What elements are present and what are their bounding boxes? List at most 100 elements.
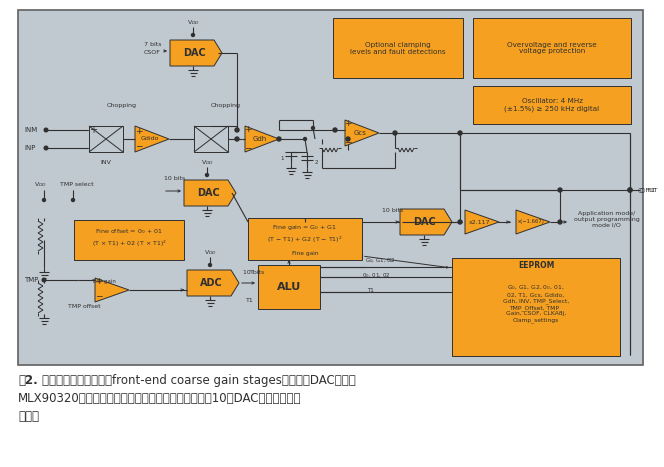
Text: x(−1.667): x(−1.667) [517,219,544,225]
Text: ADC: ADC [200,278,222,288]
Text: Gcs: Gcs [353,130,367,136]
Text: INM: INM [24,127,37,133]
Circle shape [208,263,212,267]
Text: −: − [344,137,352,147]
Text: V$_{DD}$: V$_{DD}$ [201,159,213,168]
Text: EEPROM: EEPROM [518,262,554,270]
Text: T1: T1 [246,297,254,303]
Text: 7 bits: 7 bits [143,42,161,48]
Circle shape [44,146,48,150]
Circle shape [393,131,397,135]
Text: −: − [95,291,103,300]
Text: −: − [244,143,252,153]
Circle shape [235,137,239,141]
Text: (T × T1) + 02 (T × T1)$^2$: (T × T1) + 02 (T × T1)$^2$ [92,239,167,249]
Circle shape [191,34,195,36]
Circle shape [628,188,632,192]
Text: 0$_0$, 01, 02: 0$_0$, 01, 02 [362,272,390,280]
Text: INV: INV [100,160,112,164]
Text: V$_{DD}$: V$_{DD}$ [204,248,216,257]
Text: 10 bits: 10 bits [244,270,265,276]
Text: DAC: DAC [183,48,205,58]
Circle shape [72,198,74,201]
Text: ○ FLT: ○ FLT [638,187,655,192]
Text: +: + [89,125,97,135]
Text: +: + [344,120,352,128]
Polygon shape [135,126,169,152]
Text: +: + [244,126,252,134]
Text: TMP select: TMP select [60,183,94,187]
Text: Fine offset = 0$_0$ + 01: Fine offset = 0$_0$ + 01 [95,227,163,236]
Bar [194,126,228,152]
Polygon shape [187,270,239,296]
Polygon shape [95,278,129,302]
Circle shape [333,128,337,132]
Text: MLX90320传感器接口的架构还在输出级有一个额外的10位DAC，以保证精确: MLX90320传感器接口的架构还在输出级有一个额外的10位DAC，以保证精确 [18,392,301,405]
Bar [452,258,620,356]
Text: 1: 1 [280,156,284,161]
Circle shape [311,127,315,129]
Polygon shape [245,126,279,152]
Polygon shape [170,40,222,66]
Text: Chopping: Chopping [211,102,241,107]
Circle shape [42,198,46,201]
Circle shape [628,188,632,192]
Text: Optional clamping
levels and fault detections: Optional clamping levels and fault detec… [350,42,446,55]
Text: Oscillator: 4 MHz
(±1.5%) ≥ 250 kHz digital: Oscillator: 4 MHz (±1.5%) ≥ 250 kHz digi… [505,98,600,112]
Polygon shape [516,210,550,234]
Text: ○ FLT: ○ FLT [640,187,657,192]
Text: Gdido: Gdido [141,136,159,142]
Text: 校准。: 校准。 [18,410,39,423]
Bar [74,220,184,260]
Text: Chopping: Chopping [107,102,137,107]
Text: DAC: DAC [412,217,436,227]
Bar [248,218,362,260]
Text: DAC: DAC [197,188,219,198]
Text: +: + [135,127,143,136]
Circle shape [44,128,48,132]
Text: 10 bits: 10 bits [164,176,185,181]
Text: 除了前端粗调增益级（front-end coarse gain stages）的两个DAC以外，: 除了前端粗调增益级（front-end coarse gain stages）的… [42,374,356,387]
Text: ALU: ALU [277,282,301,292]
Text: Fine gain = G$_0$ + G1: Fine gain = G$_0$ + G1 [272,224,337,233]
Text: Application mode/
output programming
mode I/O: Application mode/ output programming mod… [574,211,639,227]
Text: Fine gain: Fine gain [291,252,318,256]
Polygon shape [345,120,379,146]
Text: T1: T1 [367,289,374,293]
Bar [258,265,320,309]
Circle shape [458,220,462,224]
Text: T: T [250,270,254,276]
Circle shape [346,137,350,141]
Bar [333,18,463,78]
Bar [18,10,643,365]
Text: TMP gain: TMP gain [90,280,116,284]
Text: CSOF: CSOF [144,50,161,56]
Polygon shape [184,180,236,206]
Text: −: − [135,142,143,150]
Bar [473,86,631,124]
Polygon shape [400,209,452,235]
Bar [473,18,631,78]
Text: Gdh: Gdh [253,136,267,142]
Circle shape [205,174,208,177]
Text: INP: INP [24,145,35,151]
Circle shape [303,137,307,141]
Text: V$_{DD}$: V$_{DD}$ [34,181,47,190]
Text: TMP offset: TMP offset [68,304,101,309]
Text: 2: 2 [314,160,318,164]
Text: 10 bits: 10 bits [382,208,404,213]
Text: +: + [95,277,103,286]
Circle shape [42,278,46,282]
Circle shape [558,188,562,192]
Circle shape [458,131,462,135]
Text: V$_{DD}$: V$_{DD}$ [187,19,199,28]
Text: (T − T1) + G2 (T − T1)$^2$: (T − T1) + G2 (T − T1)$^2$ [267,235,343,245]
Text: G$_0$, G1, G2: G$_0$, G1, G2 [365,256,396,265]
Text: Overvoltage and reverse
voltage protection: Overvoltage and reverse voltage protecti… [507,42,597,55]
Text: TMP: TMP [24,277,39,283]
Polygon shape [465,210,499,234]
Circle shape [277,137,281,141]
Text: G$_0$, G1, G2, 0$_0$, 01,
02, T1, Gcs, Gdido,
Gdh, INV, TMP_Select,
TMP_Offset, : G$_0$, G1, G2, 0$_0$, 01, 02, T1, Gcs, G… [503,283,569,323]
Circle shape [235,128,239,132]
Text: 图2.: 图2. [18,374,38,387]
